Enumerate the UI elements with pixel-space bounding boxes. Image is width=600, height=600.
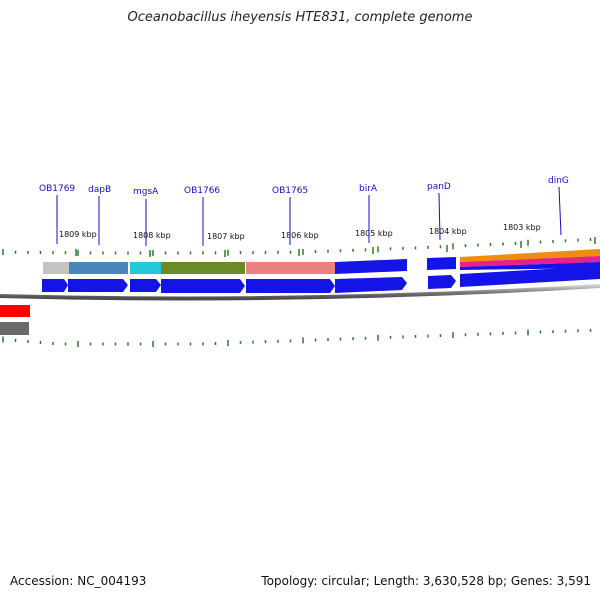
feature-segment-grey (43, 262, 69, 274)
left-edge-grey-feature (0, 322, 29, 335)
tick-label: 1807 kbp (207, 232, 245, 241)
strand-arrow (246, 279, 335, 293)
strand-arrow (130, 279, 161, 292)
feature-segment-dinG-orange (460, 249, 600, 262)
gene-label: dinG (548, 176, 569, 186)
scale-ticks: 1809 kbp 1808 kbp 1807 kbp 1806 kbp 1805… (59, 223, 596, 257)
feature-segment-OB1766 (161, 262, 245, 274)
strand-arrow (428, 275, 456, 289)
feature-segment-birA (335, 259, 407, 274)
map-title: Oceanobacillus iheyensis HTE831, complet… (127, 10, 473, 25)
tick-label: 1808 kbp (133, 231, 171, 240)
inner-tick-ring (2, 328, 592, 347)
feature-track (43, 249, 600, 274)
gene-leader-line (558, 186, 562, 236)
genome-backbone (0, 284, 600, 301)
tick-label: 1809 kbp (59, 230, 97, 239)
gene-leader-line (438, 192, 441, 241)
gene-label: OB1769 (39, 184, 75, 194)
genome-summary-text: Topology: circular; Length: 3,630,528 bp… (261, 574, 591, 588)
feature-segment-mgsA (130, 262, 161, 274)
accession-text: Accession: NC_004193 (10, 574, 147, 588)
left-edge-red-feature (0, 305, 30, 317)
outer-tick-ring (2, 237, 592, 256)
feature-segment-panD (427, 257, 456, 270)
gene-labels: OB1769 dapB mgsA OB1766 OB1765 birA panD… (39, 176, 569, 246)
strand-arrow (335, 277, 407, 293)
tick-label: 1804 kbp (429, 227, 467, 236)
strand-arrow (68, 279, 128, 292)
tick-label: 1806 kbp (281, 231, 319, 240)
strand-arrow (161, 279, 245, 293)
strand-arrow (42, 279, 68, 292)
feature-segment-dinG-magenta (460, 256, 600, 267)
strand-arrow-track (42, 266, 600, 293)
tick-label: 1805 kbp (355, 229, 393, 238)
gene-label: OB1766 (184, 186, 220, 196)
gene-label: panD (427, 182, 451, 192)
feature-segment-dapB (69, 262, 128, 274)
tick-label: 1803 kbp (503, 223, 541, 232)
strand-arrow (460, 266, 600, 287)
gene-label: dapB (88, 185, 111, 195)
gene-label: mgsA (133, 187, 159, 197)
feature-segment-OB1765 (246, 262, 335, 274)
gene-label: OB1765 (272, 186, 308, 196)
gene-label: birA (359, 184, 378, 194)
